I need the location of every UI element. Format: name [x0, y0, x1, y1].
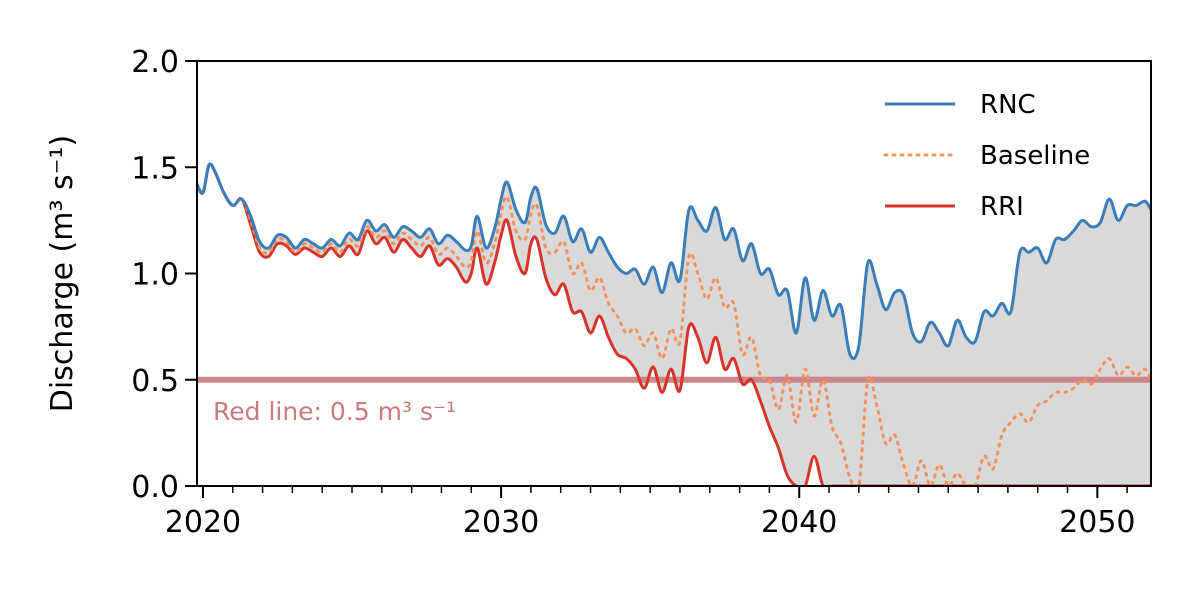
- uncertainty-band: [197, 163, 1151, 486]
- legend-entry-rri: RRI: [885, 192, 1024, 222]
- y-tick-label: 0.0: [131, 470, 179, 505]
- y-tick-label: 1.5: [131, 151, 179, 186]
- y-tick-label: 2.0: [131, 45, 179, 80]
- fill-between-layer: [197, 163, 1151, 486]
- y-tick-label: 0.5: [131, 364, 179, 399]
- series-line-baseline: [197, 162, 1151, 486]
- legend-label: RRI: [980, 192, 1024, 222]
- x-tick-label: 2050: [1059, 505, 1135, 540]
- y-axis-title: Discharge (m³ s⁻¹): [45, 135, 80, 413]
- legend-entry-rnc: RNC: [885, 90, 1036, 120]
- y-tick-label: 1.0: [131, 258, 179, 293]
- legend-label: RNC: [980, 90, 1036, 120]
- series-line-rnc: [197, 162, 1151, 361]
- axes-layer: 2020 2030 2040 2050 0.0 0.5 1.0 1.5 2.0 Discharge…: [45, 45, 1152, 540]
- x-tick-label: 2030: [463, 505, 539, 540]
- legend-entry-baseline: Baseline: [883, 141, 1090, 171]
- x-tick-label: 2040: [761, 505, 837, 540]
- legend: RNC Baseline RRI: [883, 90, 1090, 222]
- series-line-rri: [197, 162, 1151, 486]
- x-tick-label: 2020: [165, 505, 241, 540]
- legend-label: Baseline: [980, 141, 1090, 171]
- series-layer: [197, 162, 1151, 486]
- threshold-label: Red line: 0.5 m³ s⁻¹: [213, 397, 456, 426]
